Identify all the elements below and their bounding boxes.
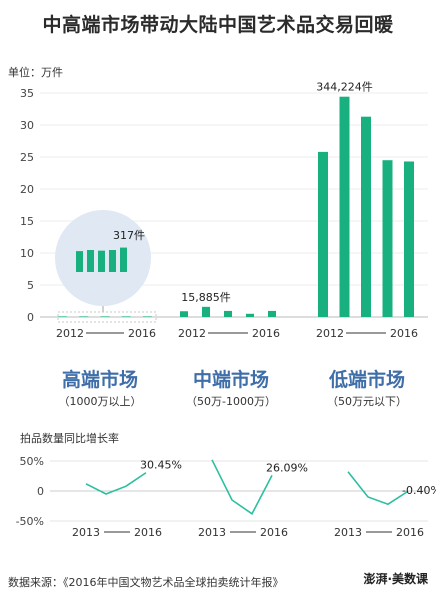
source-note: 数据来源：《2016年中国文物艺术品全球拍卖统计年报》 [8, 576, 284, 589]
segment-title: 高端市场 [62, 368, 138, 391]
magnified-bar [109, 250, 116, 272]
y-tick-label: 15 [20, 215, 34, 228]
segment-subtitle: （50万元以下） [327, 395, 407, 408]
line-y-tick: 50% [20, 455, 44, 468]
bar [121, 316, 131, 317]
y-tick-label: 10 [20, 247, 34, 260]
bar [318, 151, 328, 317]
segment-subtitle: （50万-1000万） [186, 395, 276, 408]
line-y-tick: -50% [16, 515, 44, 528]
x-end-label: 2016 [252, 327, 280, 340]
magnified-bar [87, 250, 94, 272]
bar [268, 310, 276, 317]
magnifier-frame [57, 311, 157, 323]
x-end-label: 2016 [128, 327, 156, 340]
bar-annotation: 344,224件 [316, 81, 373, 94]
bar [246, 313, 254, 317]
x-start-label: 2012 [316, 327, 344, 340]
bar [404, 161, 414, 317]
line-x-start: 2013 [72, 526, 100, 539]
bar [58, 316, 67, 317]
brand-logo: 澎湃·美数课 [363, 572, 428, 586]
line-y-tick: 0 [37, 485, 44, 498]
bar [79, 316, 89, 317]
growth-end-label: 30.45% [140, 459, 182, 472]
bar [224, 310, 232, 317]
line-chart-title: 拍品数量同比增长率 [20, 431, 119, 445]
line-x-end: 2016 [260, 526, 288, 539]
bar [180, 311, 188, 317]
segment-title: 低端市场 [328, 368, 405, 391]
growth-line [85, 472, 147, 495]
bar [100, 316, 110, 317]
y-tick-label: 35 [20, 87, 34, 100]
y-tick-label: 30 [20, 119, 34, 132]
page-title: 中高端市场带动大陆中国艺术品交易回暖 [42, 14, 394, 36]
growth-line [211, 459, 273, 515]
y-tick-label: 25 [20, 151, 34, 164]
y-axis-unit-label: 单位：万件 [8, 65, 63, 79]
line-x-end: 2016 [134, 526, 162, 539]
bar-annotation: 15,885件 [181, 291, 231, 304]
growth-line [347, 471, 409, 506]
line-x-start: 2013 [334, 526, 362, 539]
y-tick-label: 0 [27, 311, 34, 324]
bar [361, 116, 371, 318]
growth-end-label: -0.40% [402, 484, 436, 497]
magnified-bar [98, 250, 105, 272]
y-tick-label: 20 [20, 183, 34, 196]
y-tick-label: 5 [27, 279, 34, 292]
growth-end-label: 26.09% [266, 461, 308, 474]
x-start-label: 2012 [56, 327, 84, 340]
bar-annotation: 317件 [113, 229, 145, 242]
x-end-label: 2016 [390, 327, 418, 340]
segment-title: 中端市场 [193, 368, 269, 391]
line-x-start: 2013 [198, 526, 226, 539]
chart-canvas: 单位：万件 0 5 10 15 20 25 30 35 317件 2012 2016 高端市场 （1000… [8, 65, 436, 539]
line-x-end: 2016 [396, 526, 424, 539]
bar [339, 96, 350, 317]
bar [382, 160, 393, 317]
magnified-bar [76, 251, 83, 272]
bar [202, 306, 210, 317]
x-start-label: 2012 [178, 327, 206, 340]
segment-subtitle: （1000万以上） [59, 395, 142, 408]
magnified-bar [120, 247, 127, 272]
bar [143, 316, 152, 317]
